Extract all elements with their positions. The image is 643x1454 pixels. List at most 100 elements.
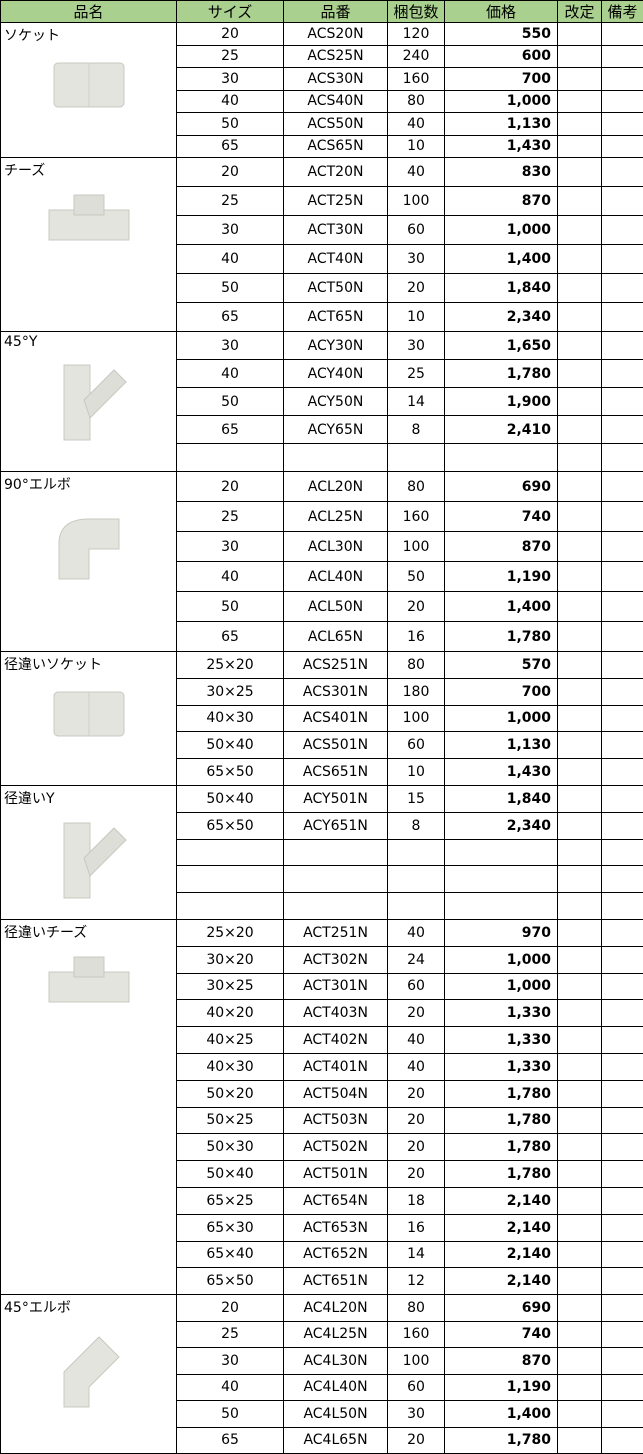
table-row: 40 ACS40N 80 1,000 — [1, 89, 643, 113]
note-cell — [601, 918, 643, 947]
price: 1,430 — [444, 758, 558, 786]
pack-qty: 15 — [387, 784, 445, 813]
price: 1,780 — [444, 1106, 558, 1135]
part-number: ACS50N — [283, 112, 388, 136]
price: 1,000 — [444, 89, 558, 113]
table-row: 50 ACL50N 20 1,400 — [1, 591, 643, 622]
product-photo — [53, 62, 124, 108]
part-number: ACT40N — [283, 244, 388, 274]
product-name: 90°エルボ — [4, 477, 71, 493]
size: 40 — [176, 1373, 284, 1402]
table-row: 40 ACY40N 25 1,780 — [1, 359, 643, 388]
pack-qty: 160 — [387, 67, 445, 91]
size: 25×20 — [176, 918, 284, 947]
price: 1,840 — [444, 784, 558, 813]
size: 50×30 — [176, 1133, 284, 1162]
part-number: ACY501N — [283, 784, 388, 813]
revision-cell — [557, 972, 602, 1001]
size: 65×40 — [176, 1240, 284, 1269]
price: 1,430 — [444, 134, 558, 158]
revision-cell — [557, 244, 602, 274]
price: 1,330 — [444, 999, 558, 1028]
size: 20 — [176, 1294, 284, 1322]
revision-cell — [557, 1026, 602, 1054]
price: 1,650 — [444, 331, 558, 360]
product-name-cell: 45°エルボ — [0, 1294, 177, 1454]
table-row: 径違いY 50×40 ACY501N 15 1,840 — [0, 784, 643, 920]
revision-cell — [557, 1186, 602, 1215]
note-cell — [601, 244, 643, 274]
pack-qty: 12 — [387, 1267, 445, 1296]
size: 50×40 — [176, 731, 284, 760]
table-row: 65 ACL65N 16 1,780 — [1, 621, 643, 652]
product-name: チーズ — [4, 163, 46, 179]
note-cell — [601, 999, 643, 1028]
product-name: 径違いソケット — [4, 657, 102, 673]
product-name: ソケット — [4, 28, 60, 44]
size: 25 — [176, 44, 284, 68]
table-row: 50×40 ACS501N 60 1,130 — [1, 731, 643, 760]
size: 50 — [176, 112, 284, 136]
part-number: ACT503N — [283, 1106, 388, 1135]
price: 1,780 — [444, 1133, 558, 1162]
revision-cell — [557, 561, 602, 592]
table-row: 40×30 ACT401N 40 1,330 — [1, 1052, 643, 1081]
part-number: ACL25N — [283, 501, 388, 532]
price: 970 — [444, 918, 558, 947]
size: 30×20 — [176, 945, 284, 974]
size: 40×30 — [176, 704, 284, 733]
table-row: 40×20 ACT403N 20 1,330 — [1, 999, 643, 1028]
price: 690 — [444, 1294, 558, 1322]
table-row: 50×30 ACT502N 20 1,780 — [1, 1133, 643, 1162]
pack-qty: 40 — [387, 112, 445, 136]
pack-qty: 100 — [387, 1347, 445, 1375]
price: 600 — [444, 44, 558, 68]
part-number: ACY651N — [283, 811, 388, 840]
part-number: ACL30N — [283, 531, 388, 562]
revision-cell — [557, 501, 602, 532]
table-row: 90°エルボ 20 ACL20N 80 690 — [0, 471, 643, 652]
size: 65 — [176, 1426, 284, 1454]
size: 65×50 — [176, 1267, 284, 1296]
pack-qty: 80 — [387, 1294, 445, 1322]
part-number: ACS651N — [283, 758, 388, 786]
note-cell — [601, 443, 643, 472]
product-name-cell: 径違いチーズ — [0, 918, 177, 1296]
part-number: AC4L50N — [283, 1400, 388, 1428]
header-cell: 改定 — [557, 0, 602, 23]
price: 1,330 — [444, 1052, 558, 1081]
part-number: ACL40N — [283, 561, 388, 592]
empty-cell — [176, 892, 284, 920]
empty-cell — [283, 838, 388, 867]
table-row: 65×50 ACY651N 8 2,340 — [1, 811, 643, 840]
table-row: 40 ACT40N 30 1,400 — [1, 244, 643, 274]
part-number: ACY30N — [283, 331, 388, 360]
revision-cell — [557, 215, 602, 245]
header-cell: 価格 — [444, 0, 558, 23]
revision-cell — [557, 1320, 602, 1349]
pack-qty: 100 — [387, 531, 445, 562]
part-number: ACT651N — [283, 1267, 388, 1296]
pack-qty: 10 — [387, 758, 445, 786]
product-name: 径違いY — [4, 790, 55, 807]
pack-qty: 14 — [387, 387, 445, 416]
note-cell — [601, 621, 643, 652]
part-number: ACY40N — [283, 359, 388, 388]
size: 30 — [176, 1347, 284, 1375]
part-number: AC4L30N — [283, 1347, 388, 1375]
price: 2,140 — [444, 1213, 558, 1242]
size: 20 — [176, 157, 284, 187]
price: 1,190 — [444, 561, 558, 592]
table-row — [1, 865, 643, 894]
note-cell — [601, 302, 643, 332]
size: 30 — [176, 215, 284, 245]
part-number: ACT25N — [283, 186, 388, 216]
revision-cell — [557, 44, 602, 68]
price: 1,780 — [444, 621, 558, 652]
price: 740 — [444, 1320, 558, 1349]
price: 1,780 — [444, 1426, 558, 1454]
revision-cell — [557, 67, 602, 91]
price: 1,840 — [444, 273, 558, 303]
size: 50 — [176, 387, 284, 416]
